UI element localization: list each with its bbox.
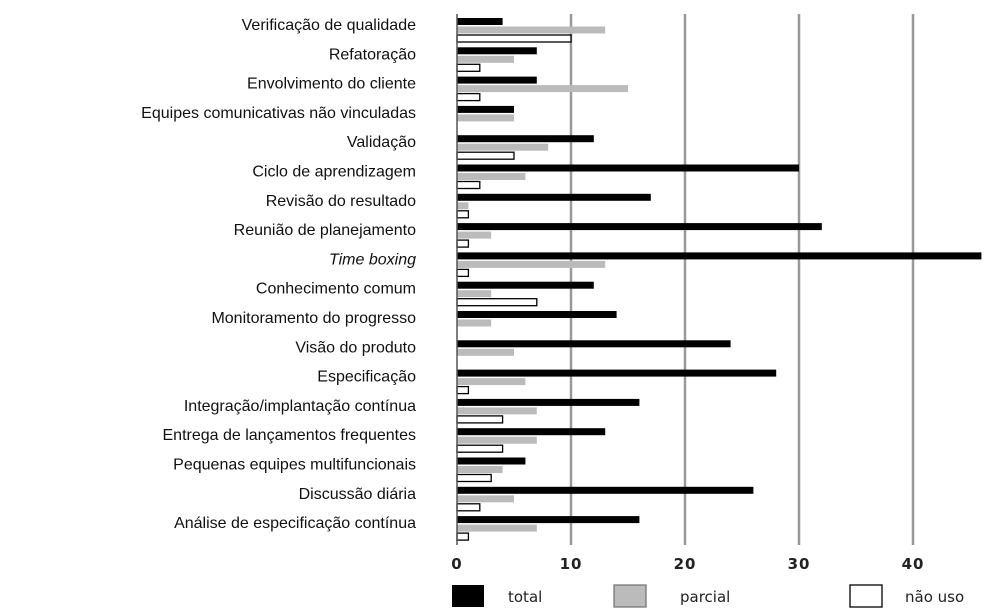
bars: [456, 18, 982, 541]
bar-total-reuniao-de-planejamento: [457, 223, 822, 231]
x-tick-label-0: 0: [451, 555, 462, 573]
category-label-discussao-diaria: Discussão diária: [299, 486, 416, 503]
bar-parcial-time-boxing: [457, 260, 606, 268]
bar-parcial-visao-do-produto: [457, 348, 514, 356]
bar-nao-uso-analise-de-especificacao-continua: [456, 532, 470, 541]
bar-nao-uso-refatoracao: [456, 63, 481, 72]
category-label-envolvimento-do-cliente: Envolvimento do cliente: [247, 76, 416, 93]
category-label-monitoramento-do-progresso: Monitoramento do progresso: [211, 310, 416, 327]
bar-parcial-conhecimento-comum: [457, 290, 492, 298]
category-labels: Verificação de qualidade Refatoração Envol…: [141, 17, 416, 532]
category-label-especificacao: Especificação: [317, 369, 416, 386]
bar-parcial-pequenas-equipes-multifuncionais: [457, 466, 503, 473]
bar-parcial-analise-de-especificacao-continua: [457, 524, 537, 532]
bar-total-integracao-implantacao-continua: [457, 398, 640, 406]
category-label-analise-de-especificacao-continua: Análise de especificação contínua: [174, 515, 416, 532]
bar-total-conhecimento-comum: [457, 281, 594, 289]
bar-total-monitoramento-do-progresso: [457, 311, 617, 318]
legend-swatch-parcial: [613, 584, 647, 608]
category-label-pequenas-equipes-multifuncionais: Pequenas equipes multifuncionais: [173, 457, 416, 474]
legend-label-nao-uso: não uso: [905, 588, 964, 606]
bar-parcial-validacao: [457, 143, 549, 151]
bar-nao-uso-verificacao-de-qualidade: [456, 34, 572, 43]
bar-total-refatoracao: [457, 47, 537, 55]
category-label-equipes-comunicativas-nao-vinculadas: Equipes comunicativas não vinculadas: [141, 105, 416, 122]
bar-parcial-especificacao: [457, 378, 526, 386]
category-label-integracao-implantacao-continua: Integração/implantação contínua: [184, 398, 416, 415]
gridlines: [569, 14, 915, 545]
category-label-time-boxing: Time boxing: [329, 251, 416, 268]
category-label-entrega-de-lancamentos-frequentes: Entrega de lançamentos frequentes: [163, 427, 417, 444]
x-axis: 0 10 20 30 40: [451, 14, 925, 573]
bar-nao-uso-envolvimento-do-cliente: [456, 92, 481, 102]
bar-nao-uso-integracao-implantacao-continua: [456, 415, 504, 424]
category-label-validacao: Validação: [347, 134, 416, 151]
x-tick-label-20: 20: [674, 555, 697, 573]
bar-nao-uso-especificacao: [456, 385, 470, 395]
bar-parcial-integracao-implantacao-continua: [457, 407, 537, 415]
bar-nao-uso-time-boxing: [456, 268, 470, 278]
bar-total-time-boxing: [457, 252, 982, 260]
bar-nao-uso-discussao-diaria: [456, 503, 481, 512]
bar-parcial-envolvimento-do-cliente: [457, 85, 628, 93]
bar-total-revisao-do-resultado: [457, 193, 651, 201]
bar-parcial-revisao-do-resultado: [457, 202, 469, 210]
legend-swatch-nao-uso: [849, 584, 883, 608]
x-tick-label-30: 30: [788, 555, 811, 573]
bar-nao-uso-revisao-do-resultado: [456, 210, 470, 219]
bar-nao-uso-entrega-de-lancamentos-frequentes: [456, 444, 504, 453]
bar-total-especificacao: [457, 369, 777, 377]
category-label-reuniao-de-planejamento: Reunião de planejamento: [234, 222, 416, 239]
legend-swatch-total: [452, 585, 484, 607]
bar-nao-uso-validacao: [456, 151, 515, 160]
bar-total-equipes-comunicativas-nao-vinculadas: [457, 105, 514, 113]
bar-total-ciclo-de-aprendizagem: [457, 164, 799, 172]
category-label-visao-do-produto: Visão do produto: [295, 339, 416, 356]
bar-total-verificacao-de-qualidade: [457, 18, 503, 25]
bar-total-validacao: [457, 135, 594, 143]
legend: total parcial não uso: [452, 584, 964, 608]
bar-total-envolvimento-do-cliente: [457, 76, 537, 84]
bar-total-analise-de-especificacao-continua: [457, 516, 640, 524]
bar-total-visao-do-produto: [457, 340, 731, 348]
bar-total-entrega-de-lancamentos-frequentes: [457, 428, 606, 436]
bar-parcial-ciclo-de-aprendizagem: [457, 173, 526, 180]
bar-nao-uso-ciclo-de-aprendizagem: [456, 180, 481, 190]
category-label-refatoracao: Refatoração: [329, 46, 416, 63]
bar-parcial-refatoracao: [457, 55, 514, 63]
category-label-ciclo-de-aprendizagem: Ciclo de aprendizagem: [252, 164, 416, 181]
legend-label-parcial: parcial: [680, 588, 730, 606]
bar-nao-uso-reuniao-de-planejamento: [456, 239, 470, 248]
bar-parcial-discussao-diaria: [457, 495, 514, 503]
x-tick-label-10: 10: [560, 555, 583, 573]
category-label-verificacao-de-qualidade: Verificação de qualidade: [242, 17, 416, 34]
bar-parcial-equipes-comunicativas-nao-vinculadas: [457, 114, 514, 122]
category-label-conhecimento-comum: Conhecimento comum: [256, 281, 416, 298]
bar-parcial-monitoramento-do-progresso: [457, 319, 492, 327]
bar-parcial-entrega-de-lancamentos-frequentes: [457, 436, 537, 444]
bar-nao-uso-conhecimento-comum: [456, 298, 538, 307]
bar-nao-uso-pequenas-equipes-multifuncionais: [456, 473, 492, 483]
bar-parcial-verificacao-de-qualidade: [457, 26, 606, 34]
bar-parcial-reuniao-de-planejamento: [457, 231, 492, 239]
category-label-revisao-do-resultado: Revisão do resultado: [266, 193, 416, 210]
legend-label-total: total: [508, 588, 542, 606]
x-tick-label-40: 40: [902, 555, 925, 573]
bar-total-discussao-diaria: [457, 486, 754, 494]
bar-total-pequenas-equipes-multifuncionais: [457, 457, 526, 465]
